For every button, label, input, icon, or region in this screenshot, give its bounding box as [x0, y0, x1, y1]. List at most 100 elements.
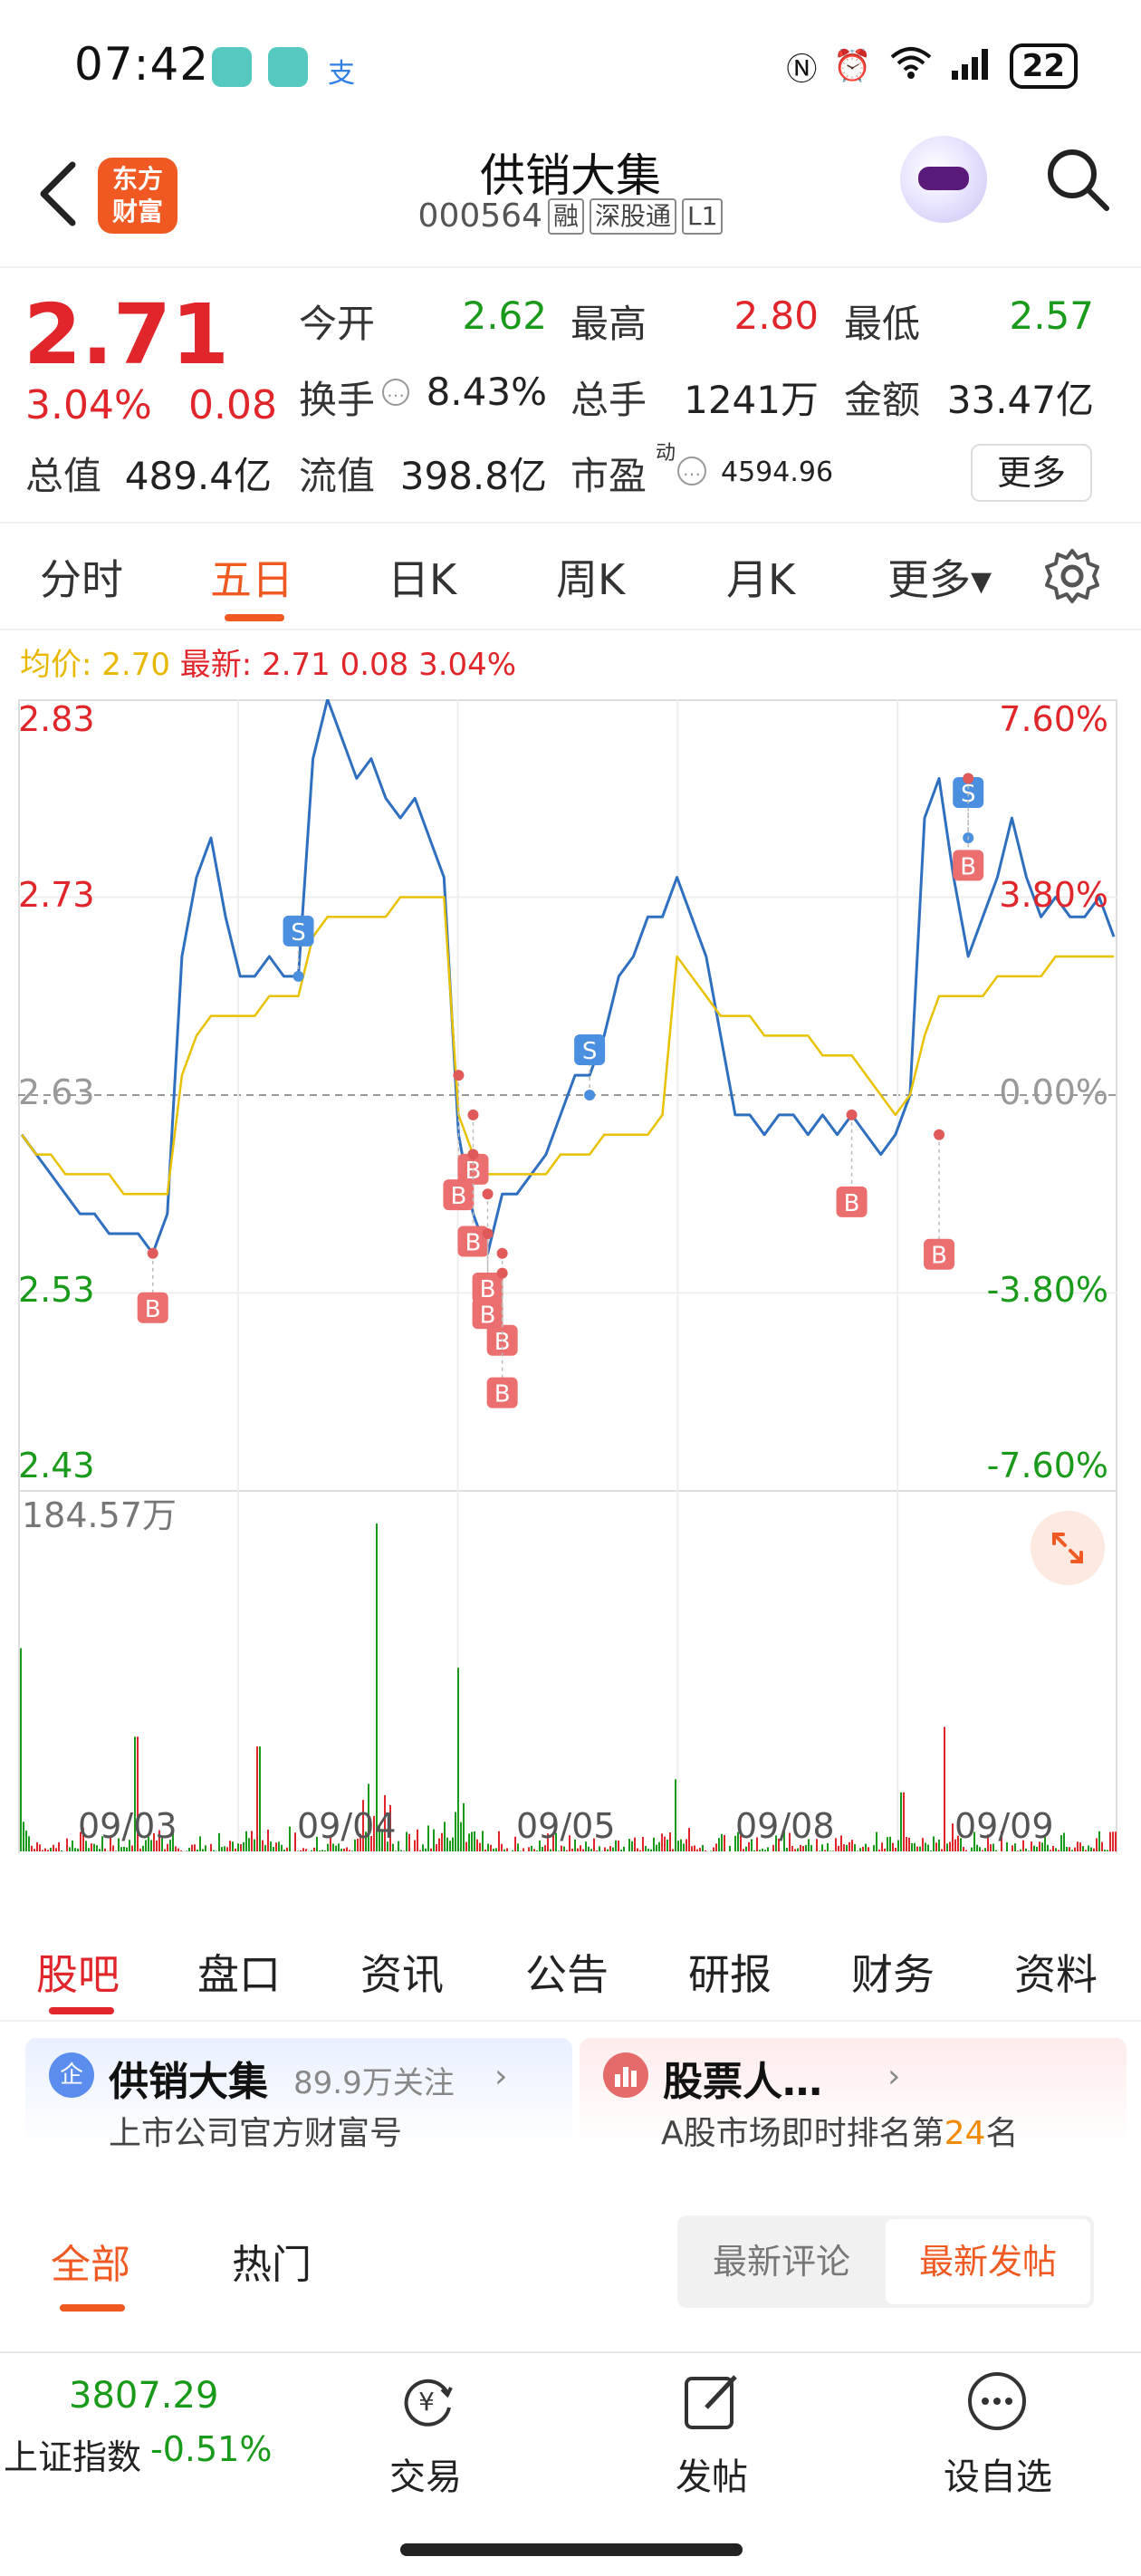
volume-bar — [808, 1839, 810, 1851]
volume-bar — [53, 1844, 54, 1851]
volume-bar — [235, 1848, 236, 1851]
volume-bar — [884, 1848, 886, 1851]
volume-bar — [408, 1833, 410, 1851]
feed-tab-hot[interactable]: 热门 — [232, 2242, 312, 2288]
buy-badge — [836, 1186, 868, 1217]
volume-bar — [321, 1850, 323, 1851]
volume-bar — [1096, 1838, 1098, 1851]
search-icon[interactable] — [1041, 143, 1114, 216]
volume-bar — [927, 1844, 929, 1851]
tab-profile[interactable]: 资料 — [1014, 1950, 1098, 1999]
volume-bar — [311, 1850, 312, 1851]
volume-bar — [979, 1847, 981, 1851]
buy-badge-label: B — [465, 1230, 482, 1257]
volume-label: 总手 — [570, 378, 647, 422]
tab-daily-k[interactable]: 日K — [388, 555, 457, 604]
volume-bar — [188, 1848, 190, 1851]
volume-bar — [533, 1849, 535, 1851]
volume-bar — [139, 1848, 141, 1851]
volume-bar — [194, 1844, 196, 1851]
tab-five-day[interactable]: 五日 — [210, 555, 293, 604]
volume-bar — [745, 1846, 747, 1851]
volume-bar — [433, 1829, 435, 1851]
volume-bar — [148, 1837, 149, 1851]
info-icon[interactable]: … — [677, 457, 706, 485]
info-icon[interactable]: … — [382, 379, 409, 406]
trade-point — [482, 1188, 494, 1200]
index-value: 3807.29 — [69, 2375, 219, 2417]
chevron-right-icon: › — [494, 2058, 508, 2095]
index-name: 上证指数 — [4, 2437, 142, 2477]
volume-bar — [490, 1844, 492, 1851]
volume-bar — [618, 1841, 619, 1851]
tab-forum[interactable]: 股吧 — [36, 1950, 120, 1999]
sort-latest-comments[interactable]: 最新评论 — [712, 2242, 850, 2282]
volume-bar — [824, 1850, 826, 1851]
volume-bar — [523, 1848, 524, 1851]
tab-more[interactable]: 更多▾ — [887, 555, 992, 604]
tab-financials[interactable]: 财务 — [851, 1950, 935, 1999]
volume-bar — [50, 1847, 52, 1851]
sort-latest-posts[interactable]: 最新发帖 — [886, 2219, 1090, 2304]
volume-bar — [544, 1845, 546, 1851]
ai-assistant-avatar[interactable] — [900, 136, 987, 223]
official-account-card[interactable]: 企 供销大集 89.9万关注 › 上市公司官方财富号 — [25, 2038, 572, 2152]
volume-bar — [995, 1850, 997, 1851]
volume-bar — [161, 1835, 163, 1851]
volume-bar — [661, 1833, 663, 1851]
volume-bar — [756, 1837, 758, 1851]
stock-name: 供销大集 — [480, 149, 661, 202]
settings-gear-icon[interactable] — [1043, 547, 1101, 605]
x-tick-0909: 09/09 — [954, 1806, 1054, 1846]
volume-bar — [751, 1839, 753, 1851]
tab-announcements[interactable]: 公告 — [525, 1950, 609, 1999]
tab-research[interactable]: 研报 — [688, 1950, 772, 1999]
volume-bar — [737, 1831, 739, 1851]
volume-bar — [675, 1779, 676, 1851]
trade-label: 交易 — [389, 2456, 462, 2498]
tab-weekly-k[interactable]: 周K — [556, 555, 626, 604]
volume-bar — [764, 1850, 766, 1851]
expand-chart-button[interactable] — [1031, 1511, 1105, 1585]
volume-bar — [550, 1849, 551, 1851]
signal-icon — [950, 45, 993, 88]
volume-bar — [835, 1838, 837, 1851]
volume-bar — [213, 1850, 215, 1851]
volume-bar — [552, 1833, 554, 1851]
volume-bar — [582, 1849, 584, 1851]
volume-bar — [275, 1842, 277, 1851]
tab-monthly-k[interactable]: 月K — [726, 555, 796, 604]
volume-bar — [172, 1832, 174, 1851]
volume-bar — [338, 1843, 340, 1851]
more-quote-button[interactable]: 更多 — [971, 444, 1092, 502]
volume-bar — [900, 1792, 902, 1851]
pct-tick-bottom: -7.60% — [986, 1446, 1108, 1485]
volume-bar — [381, 1829, 383, 1851]
tab-orderbook[interactable]: 盘口 — [197, 1950, 281, 1999]
volume-bar — [414, 1840, 416, 1851]
buy-badge-label: B — [844, 1190, 860, 1217]
volume-bar — [324, 1850, 326, 1851]
volume-bar — [908, 1837, 910, 1851]
back-arrow-icon[interactable] — [31, 159, 85, 228]
status-time: 07:42 — [74, 38, 210, 91]
volume-bar — [840, 1835, 842, 1851]
active-tab-indicator — [225, 614, 284, 621]
app-logo[interactable]: 东方 财富 — [98, 158, 177, 234]
volume-bar — [327, 1843, 329, 1851]
tab-news[interactable]: 资讯 — [360, 1950, 444, 1999]
tab-intraday[interactable]: 分时 — [40, 555, 123, 604]
volume-bar — [91, 1843, 92, 1851]
volume-bar — [637, 1848, 638, 1851]
volume-bar — [417, 1829, 418, 1851]
volume-bar — [849, 1841, 850, 1851]
volume-bar — [501, 1843, 503, 1851]
volume-bar — [444, 1821, 446, 1851]
ranking-card[interactable]: 股票人… › A股市场即时排名第24名 — [580, 2038, 1127, 2152]
float-label: 流值 — [299, 454, 376, 498]
feed-tab-all[interactable]: 全部 — [51, 2242, 130, 2288]
volume-bar — [80, 1831, 82, 1851]
volume-bar — [832, 1850, 834, 1851]
buy-badge-label: B — [480, 1302, 496, 1329]
